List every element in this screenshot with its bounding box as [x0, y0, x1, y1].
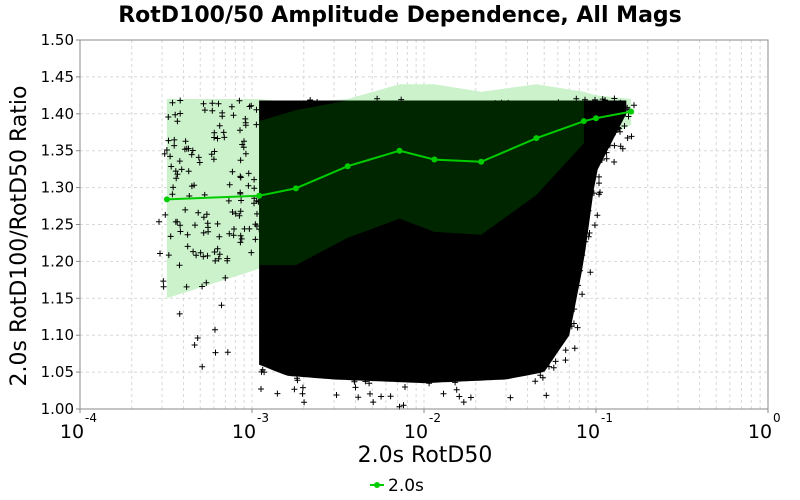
- y-tick-label: 1.45: [41, 68, 74, 86]
- x-tick-exponent: -2: [429, 411, 441, 425]
- x-tick-exponent: -1: [601, 411, 613, 425]
- y-tick-label: 1.20: [41, 252, 74, 270]
- y-axis-label: 2.0s RotD100/RotD50 Ratio: [7, 86, 32, 387]
- x-tick-base: 10: [60, 421, 84, 443]
- y-tick-label: 1.10: [41, 326, 74, 344]
- legend-dot-marker: [374, 482, 380, 488]
- confidence-band-inner: [259, 100, 584, 266]
- x-tick-exponent: 0: [773, 411, 781, 425]
- y-tick-label: 1.50: [41, 31, 74, 49]
- series-point: [593, 115, 599, 122]
- inner-band-area: [259, 100, 584, 266]
- series-point: [580, 118, 587, 125]
- y-tick-label: 1.15: [41, 289, 74, 307]
- series-point: [478, 158, 485, 165]
- series-point: [628, 108, 635, 115]
- x-tick-exponent: -4: [85, 411, 97, 425]
- chart-title: RotD100/50 Amplitude Dependence, All Mag…: [118, 3, 682, 28]
- y-tick-label: 1.35: [41, 142, 74, 160]
- series-point: [533, 135, 540, 142]
- y-tick-label: 1.25: [41, 216, 74, 234]
- y-tick-label: 1.00: [41, 400, 74, 418]
- y-tick-label: 1.40: [41, 105, 74, 123]
- x-tick-base: 10: [576, 421, 600, 443]
- x-tick-exponent: -3: [257, 411, 269, 425]
- series-point: [396, 147, 403, 154]
- x-tick-base: 10: [232, 421, 256, 443]
- y-tick-label: 1.05: [41, 363, 74, 381]
- series-line: [163, 108, 635, 203]
- series-point: [163, 196, 170, 203]
- x-tick-base: 10: [748, 421, 772, 443]
- legend-label: 2.0s: [388, 476, 424, 496]
- series-point: [344, 163, 351, 170]
- legend: 2.0s: [370, 476, 424, 496]
- series-point: [256, 192, 263, 199]
- y-tick-label: 1.30: [41, 179, 74, 197]
- series-point: [431, 156, 438, 163]
- x-tick-base: 10: [404, 421, 428, 443]
- x-axis-label: 2.0s RotD50: [358, 443, 493, 468]
- y-axis-ticks: 1.00 1.05 1.10 1.15 1.20 1.25 1.30 1.35 1.40 1.45…: [41, 31, 80, 418]
- series-point: [292, 185, 299, 192]
